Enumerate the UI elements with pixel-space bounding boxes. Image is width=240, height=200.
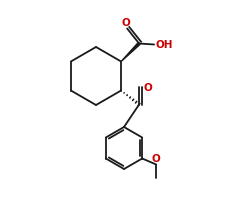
Text: O: O xyxy=(122,18,131,27)
Text: O: O xyxy=(144,83,152,93)
Polygon shape xyxy=(121,43,140,62)
Text: O: O xyxy=(152,154,161,164)
Text: OH: OH xyxy=(155,40,173,49)
